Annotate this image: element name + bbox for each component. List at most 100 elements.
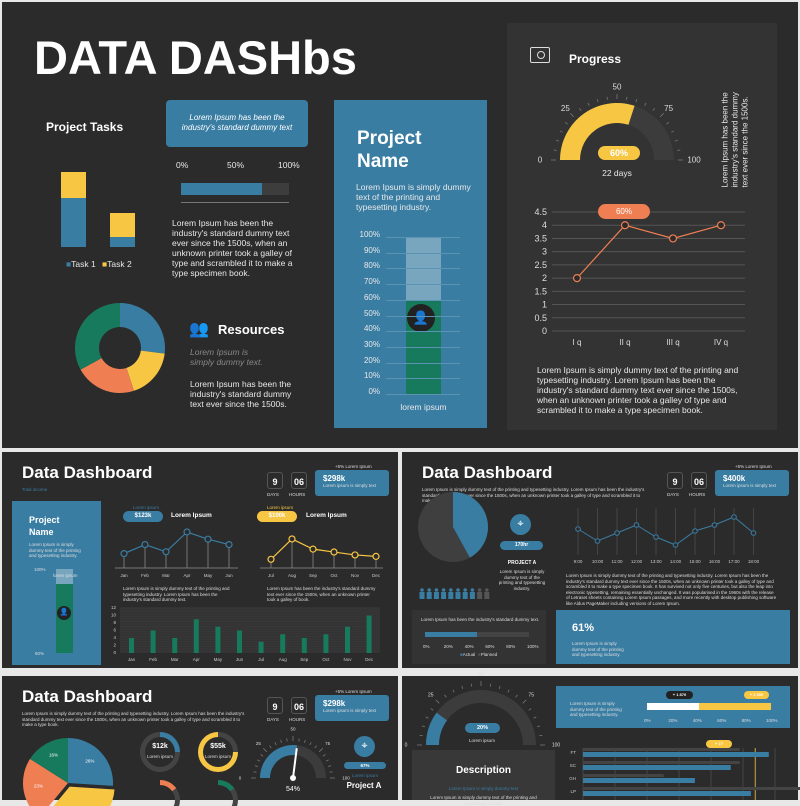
hbar	[583, 791, 751, 796]
ring2-label: Lorem ipsum	[198, 754, 238, 760]
person-icon	[484, 592, 489, 599]
project-gridline	[386, 300, 460, 301]
project-y-tick: 100%	[356, 232, 380, 238]
project-y-tick: 30%	[356, 342, 380, 348]
p3-trend: +5% Lorem Ipsum	[335, 689, 372, 695]
gauge-pill: 60%	[598, 146, 640, 160]
month-bar	[151, 631, 156, 654]
project-y-tick: 20%	[356, 358, 380, 364]
hbar	[583, 765, 731, 770]
y-tick-label: 2	[542, 273, 547, 283]
person-icon	[434, 592, 439, 599]
target-icon: ⌖	[510, 514, 531, 535]
x-label: Dec	[372, 573, 381, 578]
progress-title: Progress	[569, 52, 621, 66]
p2-hours-pill: 170hr	[500, 541, 543, 550]
y-tick-label: 2.5	[534, 260, 547, 270]
task2-bar	[110, 213, 135, 237]
x-label: Dec	[365, 657, 374, 662]
p1-card-text: Lorem Ipsum is simply dummy text of the …	[29, 542, 87, 559]
person-icon	[478, 588, 482, 592]
y-tick-label: 4	[542, 220, 547, 230]
month-bar	[345, 627, 350, 653]
hero-gauge-tick-label: 100	[687, 156, 701, 165]
person-icon	[449, 588, 453, 592]
hero-gauge-tick-label: 75	[664, 104, 673, 113]
project-gridline	[386, 394, 460, 395]
project-gridline	[386, 237, 460, 238]
person-icon	[485, 588, 489, 592]
p1-line2-point	[373, 553, 379, 559]
progress-side-text: Lorem Ipsum has been the industry's stan…	[721, 83, 751, 188]
gauge-value: 54%	[286, 786, 300, 793]
x-label: 16:00	[709, 559, 721, 564]
p2-hours-label: HOURS	[689, 492, 705, 498]
p3-amount: $298k	[323, 699, 381, 708]
p3-target-small: Lorem ipsum	[344, 773, 386, 779]
p1-line1-point	[226, 542, 232, 548]
p1-line1-small: Lorem ipsum	[133, 505, 159, 511]
description-subtitle: Lorem Ipsum is simply dummy text	[412, 786, 555, 792]
hourly-point	[595, 539, 600, 544]
quarter-point	[670, 235, 677, 242]
x-label: Mar	[171, 657, 179, 662]
user-icon: 👤	[407, 304, 435, 332]
y-label: 10	[111, 613, 117, 618]
p1-line1-text: Lorem Ipsum is simply dummy text of the …	[123, 586, 233, 603]
p1-card-top: 100%	[34, 567, 46, 573]
y-label: 12	[111, 605, 117, 610]
month-bar	[215, 627, 220, 653]
x-label: Jun	[225, 573, 233, 578]
callout-box: Lorem Ipsum has been the industry's stan…	[166, 100, 308, 147]
progress-bar	[181, 183, 289, 195]
p3-target-icon: ⌖	[354, 736, 375, 757]
description-text: Lorem Ipsum is simply dummy text of the …	[425, 795, 542, 806]
project-gridline	[386, 363, 460, 364]
p2-progress-tick: 40%	[465, 644, 474, 650]
p4-gauge-tick-label: 75	[528, 692, 534, 698]
person-icon	[456, 592, 461, 599]
x-label: Aug	[279, 657, 288, 662]
person-icon	[420, 588, 424, 592]
x-label: Oct	[322, 657, 330, 662]
ring1-value: $12k	[140, 743, 180, 750]
p2-progress-tick: 20%	[444, 644, 453, 650]
x-label: 15:00	[689, 559, 701, 564]
x-label: 18:00	[748, 559, 760, 564]
x-label: Jun	[236, 657, 244, 662]
pie-label: 16%	[49, 753, 58, 758]
p1-card-bottom: 50%	[35, 651, 44, 657]
x-label: 14:00	[670, 559, 682, 564]
p3-amount-text: Lorem ipsum is simply text	[323, 708, 381, 714]
p1-line1-point	[142, 542, 148, 548]
p2-hours-box: 06	[691, 472, 707, 489]
folder-search-icon	[530, 47, 550, 63]
p2-days-box: 9	[667, 472, 683, 489]
task1-bar	[110, 237, 135, 247]
hourly-point	[654, 535, 659, 540]
p4-banner-tick: 20%	[668, 718, 677, 724]
y-tick-label: 3.5	[534, 233, 547, 243]
pie-label: 23%	[34, 784, 43, 789]
person-icon	[441, 592, 446, 599]
hbar-bg	[583, 774, 664, 777]
resources-text: Lorem Ipsum has been the industry's stan…	[190, 379, 295, 409]
hourly-point	[732, 515, 737, 520]
x-label: Feb	[141, 573, 149, 578]
hero-paragraph: Lorem Ipsum has been the industry's stan…	[172, 218, 294, 278]
hbar-bg	[583, 748, 740, 751]
person-icon	[463, 588, 467, 592]
p4-marker-pill: + 77	[706, 740, 732, 748]
person-icon	[470, 592, 475, 599]
p1-line1-point	[205, 536, 211, 542]
p4-gauge-tick-label: 100	[552, 743, 561, 749]
person-icon	[463, 592, 468, 599]
p1-line1-point	[121, 551, 127, 557]
p4-banner-bar	[647, 703, 771, 710]
p1-amount: $298k	[323, 474, 381, 483]
p4-pill-b: + 2 300	[744, 691, 769, 699]
p3-days-box: 9	[267, 697, 283, 714]
p2-amount-text: Lorem ipsum is simply text	[723, 483, 781, 489]
